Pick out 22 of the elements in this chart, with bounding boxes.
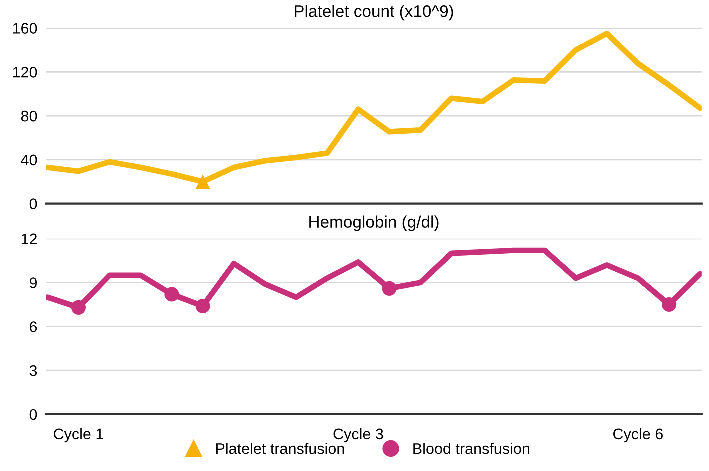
y-tick-label: 9 — [30, 278, 38, 288]
x-tick-label: Cycle 6 — [613, 428, 663, 443]
point — [662, 297, 677, 312]
x-tick-label: Cycle 1 — [54, 428, 104, 443]
point — [196, 298, 210, 314]
chart-title: Hemoglobin (g/dl) — [310, 216, 439, 232]
chart-title: Platelet count (x10^9) — [295, 5, 454, 21]
legend-label: Blood transfusion — [414, 443, 530, 454]
y-tick-label: 40 — [21, 154, 38, 166]
point — [382, 281, 397, 296]
y-tick-label: 0 — [30, 198, 38, 210]
point — [71, 300, 86, 315]
y-tick-label: 120 — [13, 67, 38, 78]
y-tick-label: 3 — [30, 365, 38, 376]
x-tick-label: Cycle 3 — [334, 428, 384, 443]
point — [164, 287, 180, 302]
y-tick-label: 12 — [22, 234, 37, 244]
y-tick-label: 0 — [30, 409, 38, 420]
y-tick-label: 80 — [21, 110, 38, 122]
legend-label: Platelet transfusion — [216, 443, 344, 454]
y-tick-label: 6 — [30, 322, 38, 332]
y-tick-label: 160 — [13, 23, 38, 34]
